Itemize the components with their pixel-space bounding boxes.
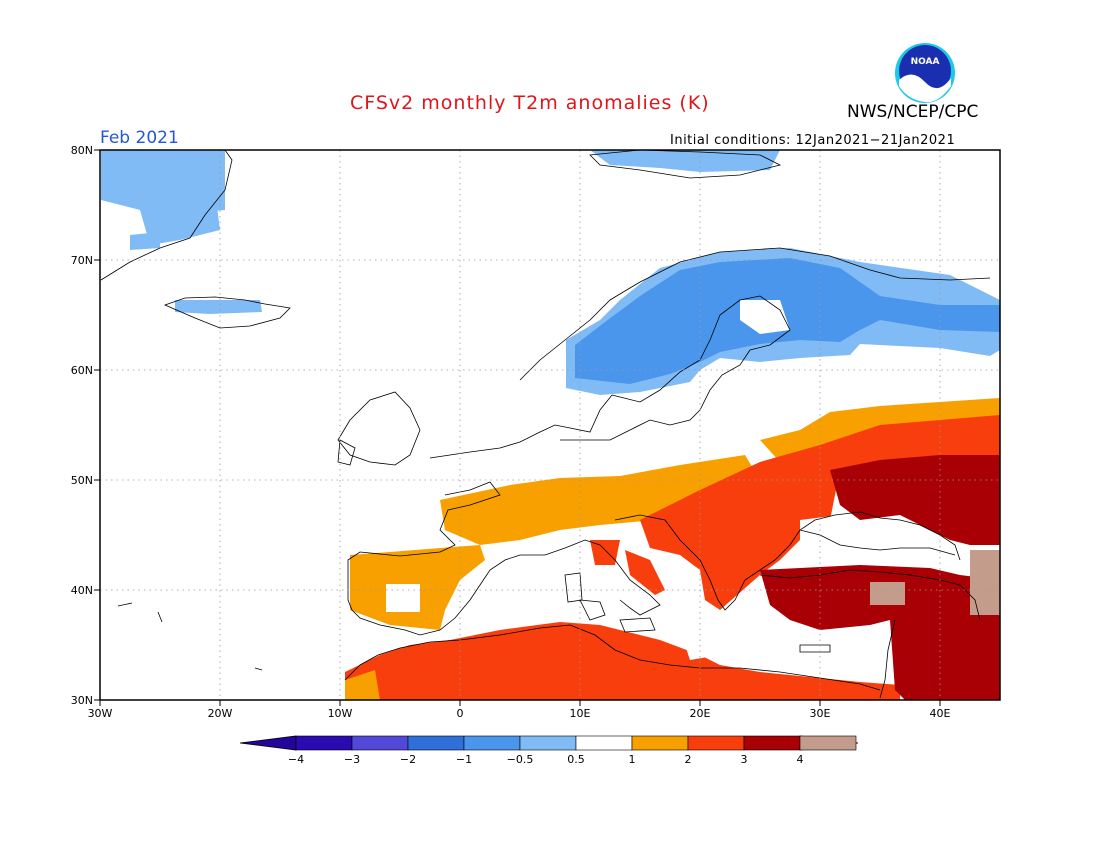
colorbar-tick-label: 0.5 — [567, 753, 585, 766]
colorbar-swatch — [575, 735, 633, 751]
lon-label: 20E — [690, 707, 711, 720]
colorbar-swatch — [687, 735, 745, 751]
colorbar-swatch — [295, 735, 353, 751]
colorbar-tick-label: 1 — [629, 753, 636, 766]
lon-label: 30E — [810, 707, 831, 720]
colorbar-tick-label: 2 — [685, 753, 692, 766]
lon-label: 20W — [208, 707, 233, 720]
initial-conditions: Initial conditions: 12Jan2021−21Jan2021 — [670, 133, 956, 148]
coastlines — [100, 149, 991, 699]
colorbar-tick-label: −0.5 — [507, 753, 534, 766]
lon-label: 40E — [930, 707, 951, 720]
colorbar-tick-label: 3 — [741, 753, 748, 766]
colorbar-tick-label: 4 — [797, 753, 804, 766]
lon-label: 0 — [457, 707, 464, 720]
map-frame — [99, 149, 1001, 701]
colorbar-tick-label: −4 — [288, 753, 304, 766]
gridlines — [100, 150, 1000, 700]
colorbar-swatch — [351, 735, 409, 751]
colorbar: −4 −3 −2 −1 −0.5 0.5 1 2 3 4 — [239, 735, 859, 766]
lat-label: 60N — [71, 364, 93, 377]
colorbar-tick-label: −2 — [400, 753, 416, 766]
lat-label: 80N — [71, 144, 93, 157]
lat-label: 70N — [71, 254, 93, 267]
colorbar-tick-label: −1 — [456, 753, 472, 766]
agency-label: NWS/NCEP/CPC — [847, 102, 979, 122]
colorbar-under-arrow — [239, 735, 297, 751]
colorbar-swatch — [407, 735, 465, 751]
lat-label: 30N — [71, 694, 93, 707]
lat-label: 50N — [71, 474, 93, 487]
svg-text:NOAA: NOAA — [911, 57, 940, 67]
colorbar-swatch — [743, 735, 801, 751]
lon-label: 30W — [88, 707, 113, 720]
lon-label: 10E — [570, 707, 591, 720]
colorbar-over-arrow — [799, 735, 859, 751]
colorbar-swatch — [519, 735, 577, 751]
forecast-month: Feb 2021 — [100, 128, 179, 148]
lon-label: 10W — [328, 707, 353, 720]
map-title: CFSv2 monthly T2m anomalies (K) — [350, 92, 710, 114]
colorbar-swatch — [463, 735, 521, 751]
noaa-logo-icon: NOAA — [895, 43, 955, 103]
lat-label: 40N — [71, 584, 93, 597]
colorbar-swatch — [631, 735, 689, 751]
anomaly-field — [101, 150, 1000, 700]
colorbar-tick-label: −3 — [344, 753, 360, 766]
colorbar-swatch — [799, 735, 857, 751]
